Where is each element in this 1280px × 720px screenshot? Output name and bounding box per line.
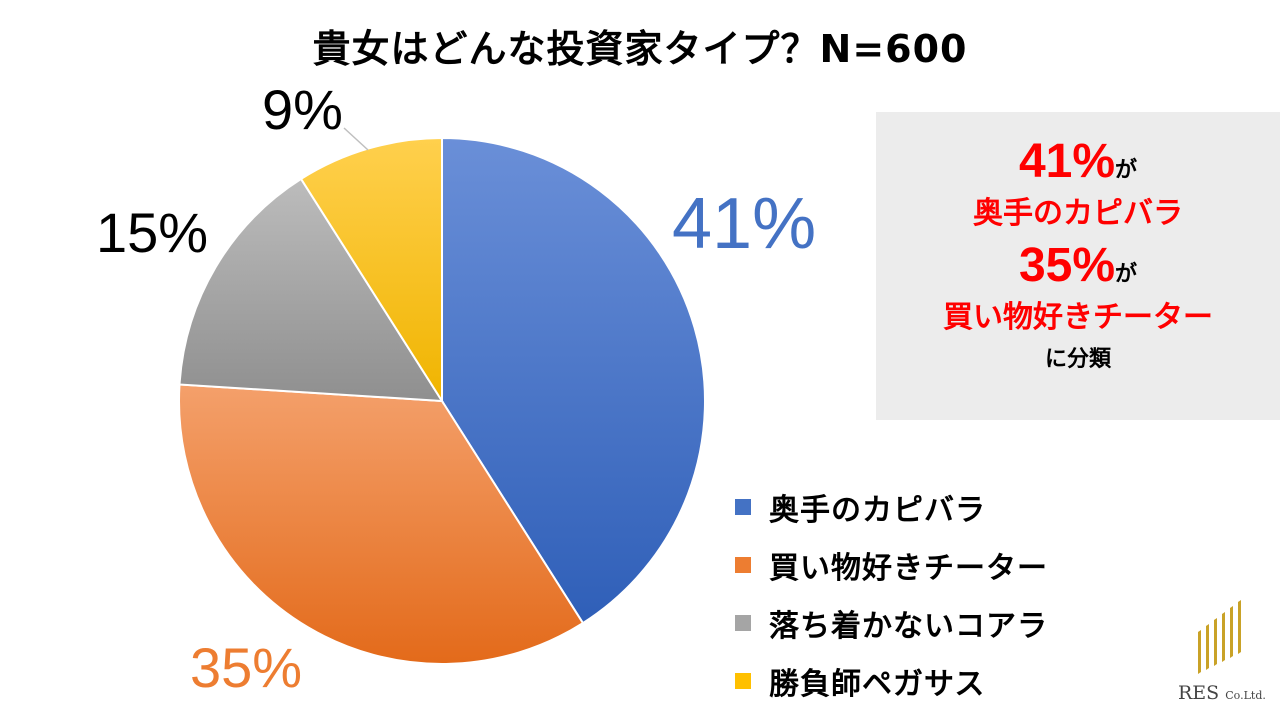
legend-swatch: [735, 557, 751, 573]
pie-slice-cheetah: [178, 383, 585, 665]
logo-name: RES: [1178, 682, 1220, 704]
legend-label: 落ち着かないコアラ: [769, 609, 1048, 644]
pie-slice-pegasus: [299, 136, 443, 405]
legend-item-koala: 落ち着かないコアラ: [735, 594, 1048, 652]
legend-swatch: [735, 615, 751, 631]
callout-ga-2: が: [1115, 262, 1138, 287]
chart-title: 貴女はどんな投資家タイプ？N=600: [312, 27, 968, 71]
data-label-pegasus: 9%: [262, 78, 343, 141]
data-label-koala: 15%: [96, 201, 209, 264]
callout-name-1: 奥手のカピバラ: [973, 196, 1183, 231]
data-label-cheetah: 35%: [190, 636, 303, 699]
callout-pct-2: 35%: [1018, 239, 1116, 292]
legend-label: 勝負師ペガサス: [769, 667, 986, 702]
logo-suffix: Co.Ltd.: [1225, 689, 1266, 702]
pie-slice-capybara: [441, 136, 706, 625]
chart-legend: 奥手のカピバラ 買い物好きチーター 落ち着かないコアラ 勝負師ペガサス: [735, 478, 1048, 710]
legend-item-pegasus: 勝負師ペガサス: [735, 652, 1048, 710]
legend-item-cheetah: 買い物好きチーター: [735, 536, 1048, 594]
data-label-capybara: 41%: [672, 184, 817, 264]
legend-label: 奥手のカピバラ: [769, 493, 986, 528]
callout-name-2: 買い物好きチーター: [943, 300, 1213, 335]
callout-pct-1: 41%: [1018, 135, 1116, 188]
callout-ga-1: が: [1115, 158, 1138, 183]
leader-line: [343, 127, 369, 151]
summary-callout: 41%が 奥手のカピバラ 35%が 買い物好きチーター に分類: [876, 112, 1280, 420]
legend-label: 買い物好きチーター: [769, 551, 1048, 586]
legend-swatch: [735, 673, 751, 689]
pie-slice-koala: [178, 177, 444, 403]
legend-swatch: [735, 499, 751, 515]
legend-item-capybara: 奥手のカピバラ: [735, 478, 1048, 536]
company-logo-text: RES Co.Ltd.: [1178, 682, 1266, 704]
callout-last: に分類: [1044, 347, 1111, 372]
res-logo-icon: [1198, 600, 1241, 674]
